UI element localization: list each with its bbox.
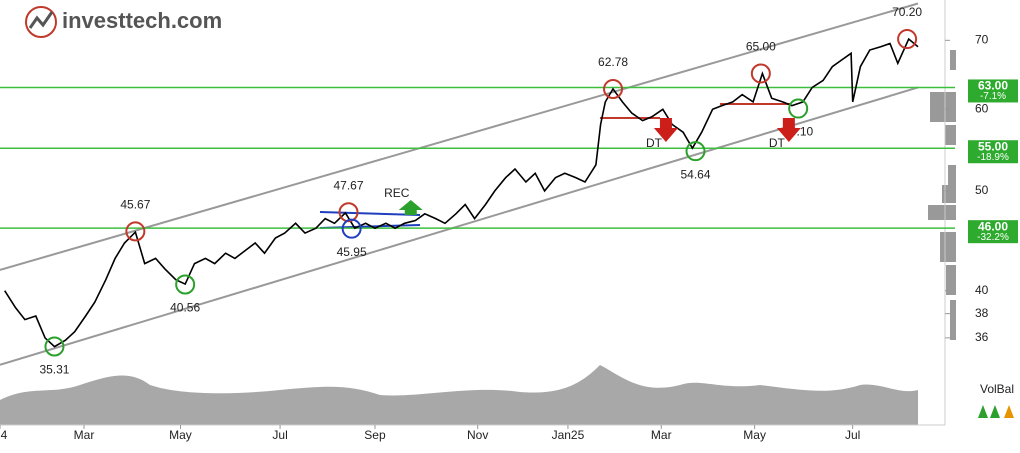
signal-label: DT <box>769 136 786 150</box>
x-tick-label: Jul <box>272 428 287 442</box>
extreme-marker <box>685 141 706 162</box>
signal-label: DT <box>646 136 663 150</box>
volume-icons <box>978 405 1000 418</box>
extreme-label: 40.56 <box>170 301 200 315</box>
extreme-marker <box>788 98 809 119</box>
extreme-marker <box>750 63 771 84</box>
y-tick-label: 60 <box>975 101 989 115</box>
volume-balance-area <box>0 365 918 425</box>
extreme-label: 45.95 <box>337 245 367 259</box>
signal-arrow <box>653 118 678 142</box>
y-tick-label: 50 <box>975 183 989 197</box>
level-change: -7.1% <box>980 91 1006 102</box>
x-tick-label: Mar <box>74 428 95 442</box>
level-change: -18.9% <box>977 152 1009 163</box>
y-tick-label: 70 <box>975 32 989 46</box>
level-box <box>968 220 1018 244</box>
x-tick-label: Jan25 <box>552 428 585 442</box>
level-label: 46.00 <box>978 219 1008 233</box>
extreme-marker <box>897 29 918 50</box>
x-tick-label: May <box>169 428 192 442</box>
extreme-label: 45.67 <box>120 198 150 212</box>
y-tick-label: 40 <box>975 283 989 297</box>
y-tick-label: 38 <box>975 306 989 320</box>
signal-arrow <box>776 118 801 142</box>
signal-label: REC <box>384 186 410 200</box>
volume-label: VolBal <box>980 382 1014 396</box>
volume-icons <box>1004 405 1014 418</box>
level-label: 55.00 <box>978 139 1008 153</box>
y-tick-label: 36 <box>975 330 989 344</box>
price-line <box>4 37 919 348</box>
level-box <box>968 79 1018 103</box>
trend-line <box>0 86 919 366</box>
x-tick-label: May <box>743 428 766 442</box>
x-tick-label: Jul <box>845 428 860 442</box>
extreme-label: 65.00 <box>746 40 776 54</box>
extreme-label: 35.31 <box>39 363 69 377</box>
x-tick-label: Sep <box>364 428 386 442</box>
signal-arrow <box>398 200 423 215</box>
extreme-marker <box>44 336 65 357</box>
extreme-marker <box>125 221 146 242</box>
level-box <box>968 140 1018 164</box>
level-label: 63.00 <box>978 79 1008 93</box>
level-change: -32.2% <box>977 232 1009 243</box>
x-tick-label: 4 <box>1 428 8 442</box>
extreme-marker <box>175 274 196 295</box>
price-histogram <box>928 50 956 340</box>
extreme-label: 54.64 <box>680 167 710 181</box>
trend-line <box>0 2 919 271</box>
logo: investtech.com <box>25 6 222 38</box>
x-tick-label: Mar <box>651 428 672 442</box>
extreme-marker <box>341 218 362 239</box>
extreme-label: 47.67 <box>334 178 364 192</box>
extreme-label: 62.78 <box>598 55 628 69</box>
signal-lines <box>600 103 790 119</box>
logo-text: investtech.com <box>62 8 222 33</box>
extreme-label: 70.20 <box>892 5 922 19</box>
x-tick-label: Nov <box>467 428 488 442</box>
extreme-marker <box>603 79 624 100</box>
